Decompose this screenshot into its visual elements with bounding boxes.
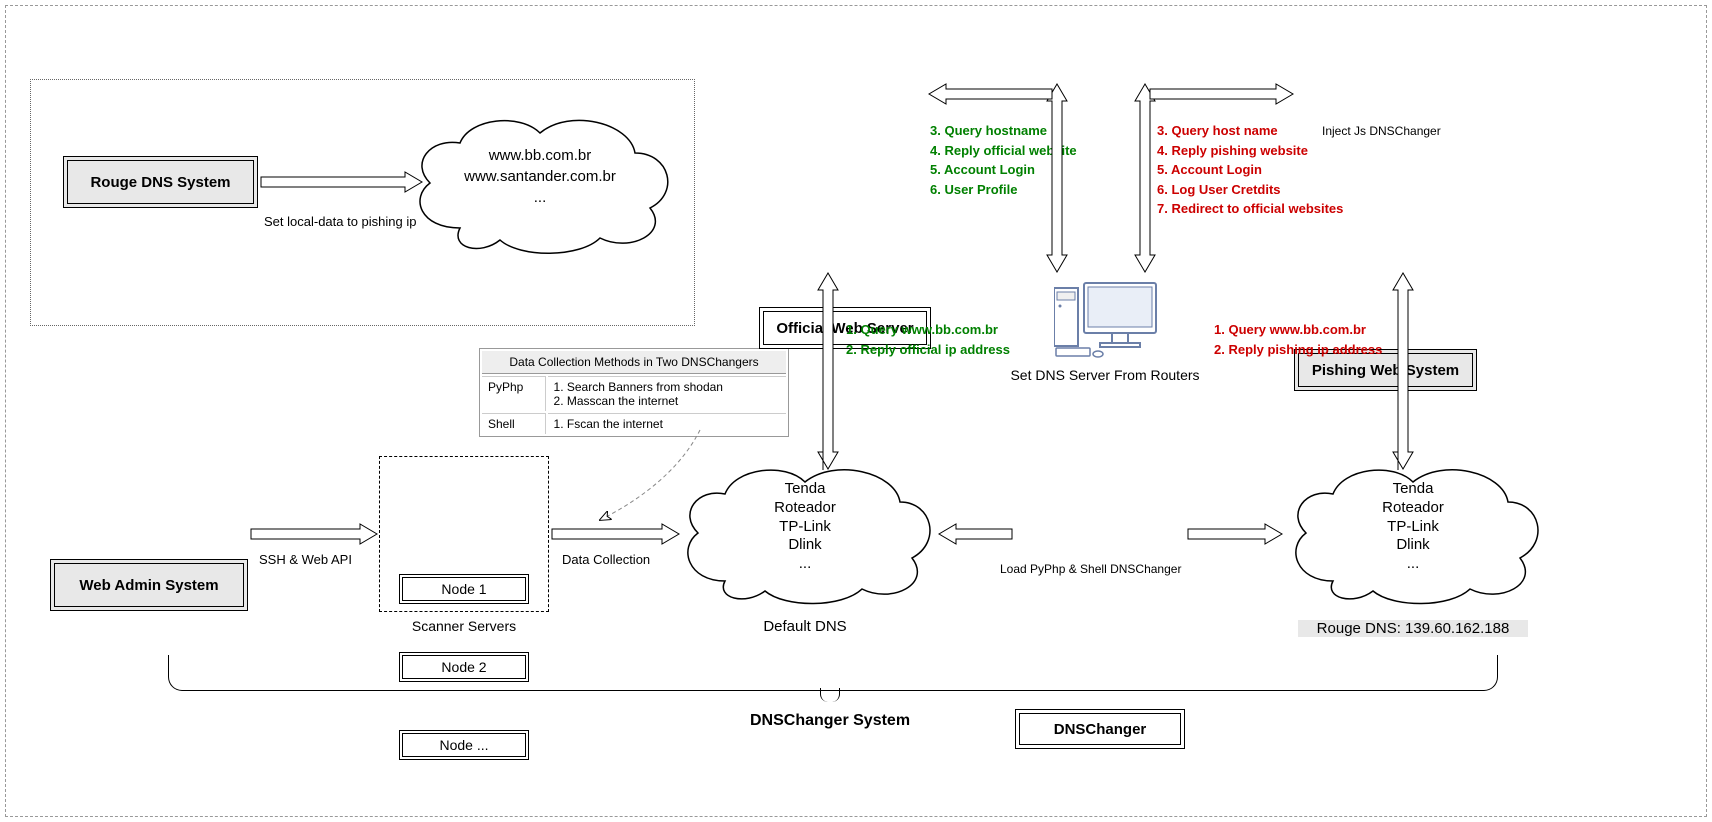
default-dns-cloud-text: Tenda Roteador TP-Link Dlink ... — [700, 480, 910, 574]
scanner-servers-label: Scanner Servers — [379, 618, 549, 634]
red-mid-list: 1. Query www.bb.com.br 2. Reply pishing … — [1214, 320, 1382, 359]
data-collection-table: Data Collection Methods in Two DNSChange… — [479, 348, 789, 437]
rouge-dns-box: Rouge DNS System — [63, 156, 258, 208]
rouge-dns-ip-label: Rouge DNS: 139.60.162.188 — [1298, 620, 1528, 637]
table-cell: Shell — [482, 413, 546, 434]
domain-line: ... — [430, 187, 650, 208]
table-cell: 1. Search Banners from shodan 2. Masscan… — [548, 376, 786, 411]
load-pyphp-label: Load PyPhp & Shell DNSChanger — [1000, 562, 1181, 576]
node-box: Node 1 — [399, 574, 529, 604]
table-header: Data Collection Methods in Two DNSChange… — [482, 351, 786, 374]
computer-icon — [1054, 278, 1159, 360]
table-cell: 1. Fscan the internet — [548, 413, 786, 434]
ssh-webapi-label: SSH & Web API — [259, 552, 352, 567]
default-dns-label: Default DNS — [700, 618, 910, 635]
web-admin-box: Web Admin System — [50, 559, 248, 611]
domains-cloud-text: www.bb.com.br www.santander.com.br ... — [430, 145, 650, 208]
node-box: Node ... — [399, 730, 529, 760]
table-cell: PyPhp — [482, 376, 546, 411]
bracket — [168, 655, 1498, 691]
red-top-list: 3. Query host name 4. Reply pishing webs… — [1157, 121, 1343, 219]
dnschanger-box: DNSChanger — [1015, 709, 1185, 749]
system-title: DNSChanger System — [750, 712, 910, 730]
data-collection-label: Data Collection — [562, 552, 650, 567]
set-local-data-label: Set local-data to pishing ip — [264, 214, 416, 229]
green-mid-list: 1. Query www.bb.com.br 2. Reply official… — [846, 320, 1010, 359]
domain-line: www.bb.com.br — [430, 145, 650, 166]
green-top-list: 3. Query hostname 4. Reply official webs… — [930, 121, 1077, 199]
set-dns-server-label: Set DNS Server From Routers — [1005, 367, 1205, 383]
rouge-cloud-text: Tenda Roteador TP-Link Dlink ... — [1308, 480, 1518, 574]
domain-line: www.santander.com.br — [430, 166, 650, 187]
